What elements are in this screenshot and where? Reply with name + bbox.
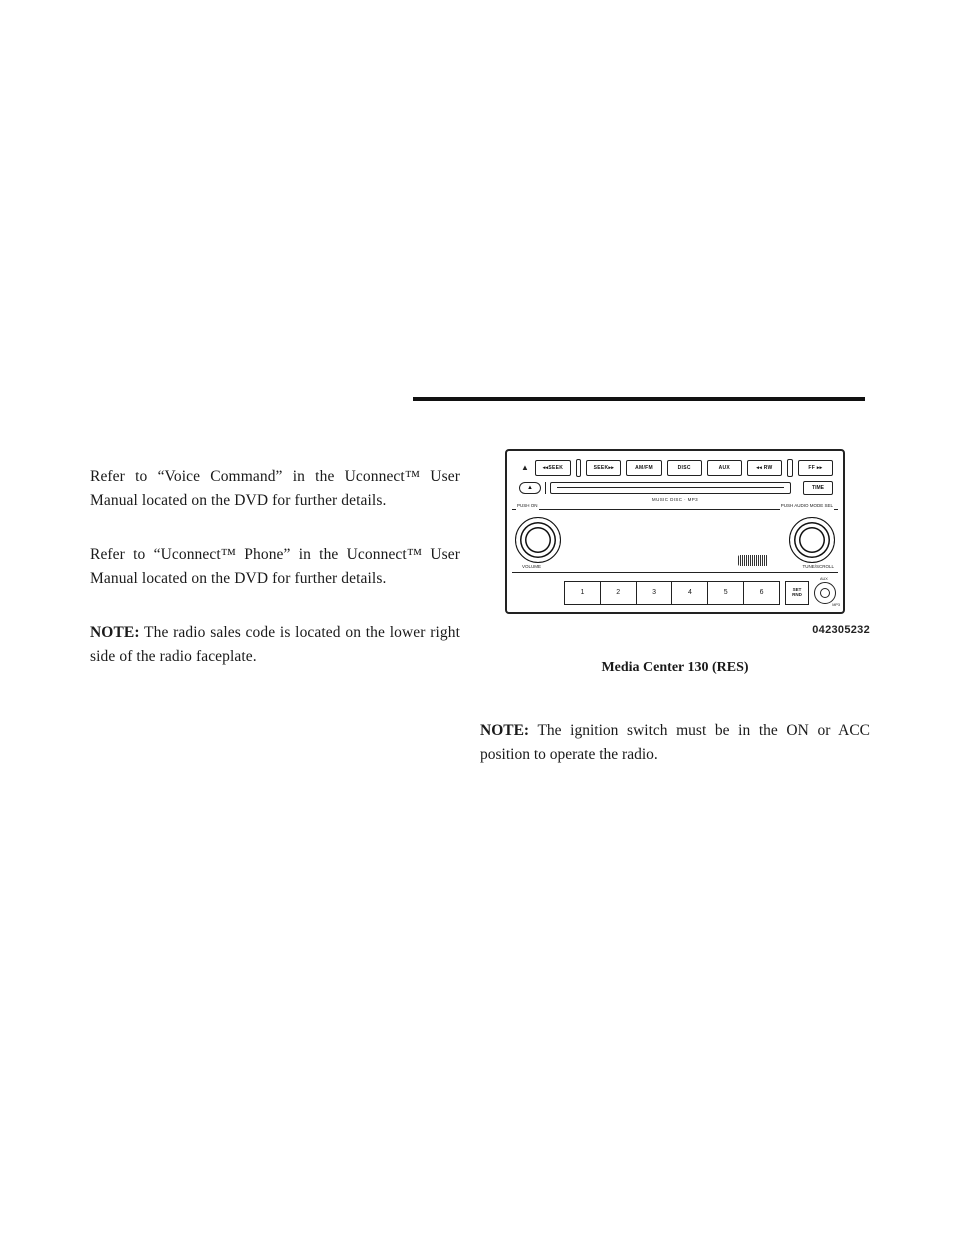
sales-code-note: NOTE: The radio sales code is located on…: [90, 621, 460, 669]
p2-part-b: Phone” in the Uconnect: [236, 546, 407, 563]
voice-command-ref: Refer to “Voice Command” in the Uconnect…: [90, 465, 460, 513]
amfm-button: AM/FM: [626, 460, 661, 476]
disc-button: DISC: [667, 460, 702, 476]
volume-knob: [515, 517, 561, 563]
left-column: Refer to “Voice Command” in the Uconnect…: [90, 465, 460, 689]
tune-knob: [789, 517, 835, 563]
manual-page: Refer to “Voice Command” in the Uconnect…: [0, 0, 954, 1235]
aux-button: AUX: [707, 460, 742, 476]
preset-5: 5: [707, 581, 743, 605]
ignition-note: NOTE: The ignition switch must be in the…: [480, 719, 870, 767]
time-button: TIME: [803, 481, 833, 495]
preset-group: 1 2 3 4 5 6: [564, 581, 780, 605]
preset-1: 1: [564, 581, 600, 605]
aux-jack-icon: AUX MP3: [814, 582, 836, 604]
set-rnd-button: SET RND: [785, 581, 809, 605]
push-audio-label: PUSH AUDIO MODE SEL: [780, 503, 834, 510]
tm-3: ™: [407, 546, 422, 563]
aux-tiny-label: AUX: [820, 577, 828, 583]
eject-button: [519, 482, 541, 494]
slot-div: [545, 482, 546, 494]
figure-caption: Media Center 130 (RES): [480, 657, 870, 679]
preset-6: 6: [743, 581, 780, 605]
preset-2: 2: [600, 581, 636, 605]
radio-slot-row: TIME: [519, 481, 833, 495]
radio-display-area: PUSH ON PUSH AUDIO MODE SEL VOLUME TUNE/…: [512, 509, 838, 573]
radio-bottom-row: 1 2 3 4 5 6 SET RND AUX MP3: [514, 581, 836, 605]
seek-back-button: ◂◂SEEK: [535, 460, 570, 476]
seek-fwd-button: SEEK▸▸: [586, 460, 621, 476]
p1-part-a: Refer to “Voice Command” in the Uconnect: [90, 468, 405, 485]
rnd-label: RND: [792, 593, 802, 598]
note-text-left: The radio sales code is located on the l…: [90, 624, 460, 665]
up-arrow-icon: [519, 462, 530, 474]
uconnect-phone-ref: Refer to “Uconnect™ Phone” in the Uconne…: [90, 543, 460, 591]
tm-2: ™: [221, 546, 236, 563]
volume-label: VOLUME: [522, 564, 541, 571]
header-rule: [413, 397, 865, 401]
push-on-label: PUSH ON: [516, 503, 539, 510]
right-column: ◂◂SEEK SEEK▸▸ AM/FM DISC AUX ◂◂ RW FF ▸▸…: [480, 449, 870, 787]
preset-4: 4: [671, 581, 707, 605]
vsep-1: [576, 459, 582, 477]
tm-1: ™: [405, 468, 420, 485]
note-label-right: NOTE:: [480, 722, 529, 739]
preset-3: 3: [636, 581, 672, 605]
ff-button: FF ▸▸: [798, 460, 833, 476]
vsep-2: [787, 459, 793, 477]
tune-label: TUNE/SCROLL: [802, 564, 834, 571]
radio-faceplate-figure: ◂◂SEEK SEEK▸▸ AM/FM DISC AUX ◂◂ RW FF ▸▸…: [505, 449, 845, 614]
disc-slot: [550, 482, 791, 494]
note-text-right: The ignition switch must be in the ON or…: [480, 722, 870, 763]
speaker-grille-icon: [738, 555, 768, 566]
p2-part-a: Refer to “Uconnect: [90, 546, 221, 563]
radio-top-row: ◂◂SEEK SEEK▸▸ AM/FM DISC AUX ◂◂ RW FF ▸▸: [519, 459, 833, 477]
mp3-tiny-label: MP3: [832, 603, 840, 609]
rw-button: ◂◂ RW: [747, 460, 782, 476]
figure-number: 042305232: [480, 622, 870, 639]
note-label-left: NOTE:: [90, 624, 140, 641]
